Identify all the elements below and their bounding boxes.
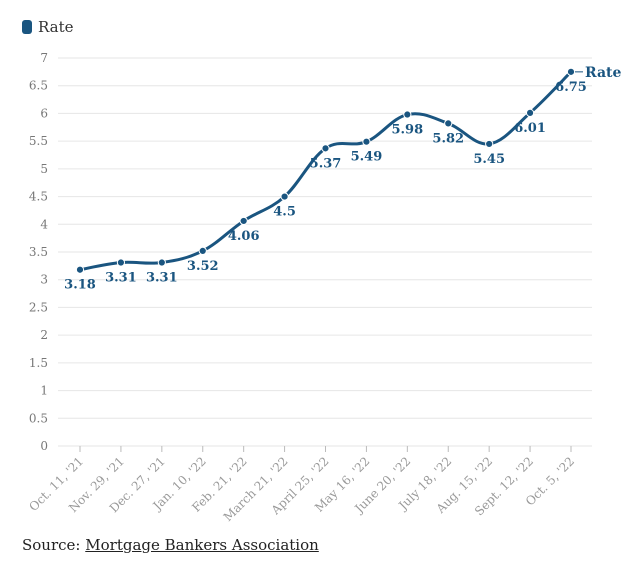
source-note: Source: Mortgage Bankers Association: [22, 536, 319, 554]
y-tick-label: 6: [40, 106, 48, 120]
y-tick-label: 0.5: [29, 411, 48, 425]
grid-layer: [58, 58, 592, 446]
labels-layer: 3.18 3.31 3.31 3.52 4.06 4.5 5.37 5.49 5.98 5.82 5…: [64, 65, 621, 293]
data-label: 4.5: [273, 205, 296, 220]
y-tick-label: 1: [40, 384, 48, 398]
axis-layer: 00.511.522.533.544.555.566.57Oct. 11, '2…: [26, 51, 577, 524]
y-tick-label: 7: [40, 51, 48, 65]
data-label: 3.31: [105, 271, 137, 286]
y-tick-label: 4.5: [29, 190, 48, 204]
series-end-label: Rate: [585, 65, 621, 81]
data-label: 6.75: [555, 80, 587, 95]
data-point: [526, 109, 533, 116]
data-point: [158, 259, 165, 266]
data-point: [322, 145, 329, 152]
data-point: [404, 111, 411, 118]
data-point: [486, 140, 493, 147]
data-label: 5.45: [473, 152, 505, 167]
y-tick-label: 2: [40, 328, 48, 342]
data-point: [281, 193, 288, 200]
source-link[interactable]: Mortgage Bankers Association: [85, 536, 319, 554]
data-point: [363, 138, 370, 145]
data-label: 5.49: [351, 150, 383, 165]
data-label: 4.06: [228, 229, 260, 244]
y-tick-label: 6.5: [29, 79, 48, 93]
data-point: [240, 217, 247, 224]
data-point: [567, 68, 574, 75]
y-tick-label: 0: [40, 439, 48, 453]
data-point: [76, 266, 83, 273]
y-tick-label: 5.5: [29, 134, 48, 148]
y-tick-label: 3.5: [29, 245, 48, 259]
source-prefix: Source:: [22, 536, 80, 554]
y-tick-label: 4: [40, 217, 48, 231]
data-point: [117, 259, 124, 266]
data-label: 5.82: [432, 131, 464, 146]
y-tick-label: 3: [40, 273, 48, 287]
data-point: [199, 247, 206, 254]
y-tick-label: 2.5: [29, 300, 48, 314]
data-label: 6.01: [514, 121, 546, 136]
data-label: 3.52: [187, 259, 219, 274]
data-label: 5.37: [310, 156, 342, 171]
data-point: [445, 120, 452, 127]
data-label: 3.31: [146, 271, 178, 286]
data-label: 3.18: [64, 278, 96, 293]
y-tick-label: 5: [40, 162, 48, 176]
data-label: 5.98: [391, 123, 423, 138]
y-tick-label: 1.5: [29, 356, 48, 370]
